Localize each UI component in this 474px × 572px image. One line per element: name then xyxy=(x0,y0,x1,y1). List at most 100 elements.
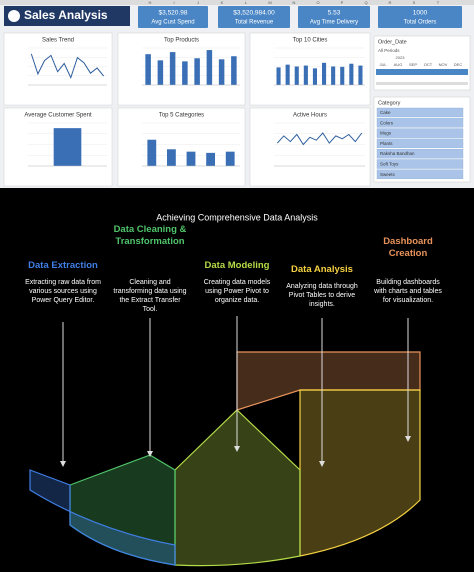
kpi-card xyxy=(298,6,370,28)
bar xyxy=(322,62,327,85)
slicer-item-label: Cake xyxy=(380,110,391,115)
column-letter: M xyxy=(268,0,271,5)
column-letter: P xyxy=(341,0,344,5)
slicer-item-label: Raksha Bandhan xyxy=(380,151,415,156)
stack-shape xyxy=(29,351,421,567)
bar xyxy=(225,151,235,166)
bar xyxy=(358,65,363,85)
arrow-head xyxy=(147,451,153,457)
slicer-title: Category xyxy=(378,100,401,106)
logo xyxy=(8,10,20,22)
kpi-value: 1000 xyxy=(413,10,428,17)
column-letter: Q xyxy=(364,0,367,5)
arrow-head xyxy=(60,461,66,467)
column-letter: S xyxy=(413,0,416,5)
slicer-item-label: Plants xyxy=(380,141,393,146)
kpi-card xyxy=(378,6,462,28)
kpi-value: $3,520,984.00 xyxy=(233,10,275,17)
panel-title: Active Hours xyxy=(293,113,327,119)
kpi-label: Avg Cust Spend xyxy=(151,20,194,26)
kpi-value: 5.53 xyxy=(328,10,341,17)
slicer-month: AUG xyxy=(394,62,403,67)
slicer-item xyxy=(376,128,464,138)
kpi-value: $3,520.98 xyxy=(159,10,188,17)
panel-title: Top 10 Cities xyxy=(293,38,328,44)
arrows xyxy=(62,316,409,465)
stage-description: Extracting raw data from various sources… xyxy=(25,279,101,304)
arrow-heads xyxy=(60,436,411,467)
column-letter: O xyxy=(316,0,319,5)
panel xyxy=(3,32,113,106)
bar xyxy=(147,139,157,166)
bar xyxy=(166,149,176,166)
bar xyxy=(182,61,188,85)
slicer-item xyxy=(376,138,464,149)
title-bar xyxy=(4,6,130,26)
column-letter: L xyxy=(245,0,248,5)
kpi-card xyxy=(138,6,208,28)
scrollbar xyxy=(376,82,468,85)
slicer-item xyxy=(376,169,464,179)
slicer-month: DEC xyxy=(454,62,463,67)
arrow-head xyxy=(405,436,411,442)
bar xyxy=(294,66,299,85)
blue-tier xyxy=(29,469,176,566)
slicer-month: OCT xyxy=(424,62,433,67)
bar xyxy=(303,65,308,85)
yellow-tier xyxy=(299,389,421,557)
bar xyxy=(157,60,164,85)
panel-title: Top 5 Categories xyxy=(159,113,204,119)
slicer-month: JUL xyxy=(379,62,387,67)
stage-title: Data Modeling xyxy=(204,260,270,271)
panel xyxy=(117,107,246,187)
column-header xyxy=(0,0,474,5)
line xyxy=(276,132,363,146)
line xyxy=(30,53,105,79)
arrow-head xyxy=(319,461,325,467)
bar xyxy=(231,56,237,85)
infographic-title: Achieving Comprehensive Data Analysis xyxy=(156,212,318,222)
kpi-card xyxy=(218,6,290,28)
column-letter: R xyxy=(389,0,392,5)
bar xyxy=(206,50,213,85)
column-letter: I xyxy=(173,0,174,5)
bar xyxy=(194,58,200,85)
slicer-item xyxy=(376,107,464,118)
kpi-label: Total Revenue xyxy=(235,20,274,26)
bar xyxy=(169,52,176,85)
bar xyxy=(285,64,290,85)
bar xyxy=(276,67,281,85)
stage-description: Creating data models using Power Pivot t… xyxy=(203,279,271,304)
stage-description: Building dashboards with charts and tabl… xyxy=(374,279,442,304)
slicer-year: 2023 xyxy=(396,55,406,60)
kpi-label: Total Orders xyxy=(404,20,437,26)
panel-title: Top Products xyxy=(164,38,199,44)
stage-title: Data Extraction xyxy=(28,260,98,271)
bar xyxy=(186,151,196,166)
bar xyxy=(145,54,151,85)
panel-title: Average Customer Spent xyxy=(24,113,92,119)
slicer-item xyxy=(376,118,464,128)
slicer-item xyxy=(376,159,464,169)
slicer-month: NOV xyxy=(439,62,448,67)
panel xyxy=(249,107,371,187)
bar xyxy=(349,63,354,85)
slicer-month: SEP xyxy=(409,62,417,67)
lime-tier xyxy=(174,409,301,567)
slicer-item-label: Colors xyxy=(380,120,394,125)
panel-title: Sales Trend xyxy=(42,38,74,44)
kpi-label: Avg Time Delivery xyxy=(310,20,358,26)
bar xyxy=(312,68,317,85)
dashboard-title: Sales Analysis xyxy=(24,8,108,22)
slicer-title: Order_Date xyxy=(378,39,407,45)
arrow-head xyxy=(234,446,240,452)
slicer-item-label: Soft Toys xyxy=(380,161,399,166)
stage-description: Analyzing data through Pivot Tables to d… xyxy=(286,283,358,308)
stage-title: Dashboard Creation xyxy=(383,236,433,259)
stage-description: Cleaning and transforming data using the… xyxy=(113,279,187,313)
bar xyxy=(340,66,345,85)
column-letter: K xyxy=(221,0,224,5)
panel xyxy=(117,32,246,106)
